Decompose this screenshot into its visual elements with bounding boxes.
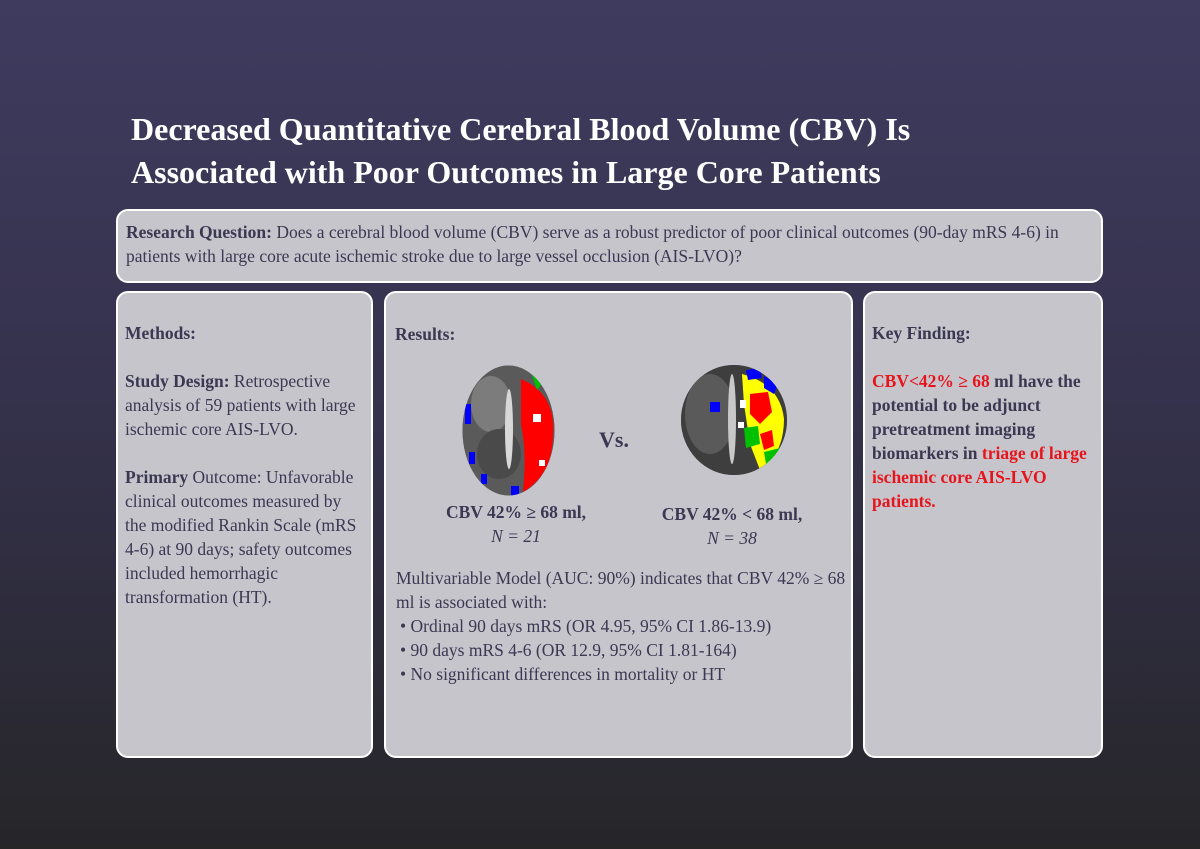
key-finding-red-2: triage of large ischemic core AIS-LVO pa… [872,443,1087,511]
key-finding-red-1: CBV<42% ≥ 68 [872,371,990,391]
poster-title: Decreased Quantitative Cerebral Blood Vo… [131,108,1091,194]
key-finding-box: Key Finding: CBV<42% ≥ 68 ml have the po… [863,291,1103,758]
versus-label: Vs. [599,427,629,452]
study-design-text: Retrospective analysis of 59 patients wi… [125,371,356,439]
research-question-text: Does a cerebral blood volume (CBV) serve… [126,222,1059,266]
study-design: Study Design: Retrospective analysis of … [125,369,364,441]
caption-low-cbv-label: CBV 42% < 68 ml, [661,504,803,524]
study-design-label: Study Design: [125,371,230,391]
key-finding-dark-1: ml have the potential to be adjunct pret… [872,371,1081,463]
key-finding-text: CBV<42% ≥ 68 ml have the potential to be… [872,369,1094,513]
primary-outcome-text: Outcome: Unfavorable clinical outcomes m… [125,467,357,607]
primary-outcome: Primary Outcome: Unfavorable clinical ou… [125,465,364,609]
caption-high-cbv: CBV 42% ≥ 68 ml, N = 21 [426,500,606,548]
bullet-no-differences: • No significant differences in mortalit… [400,664,726,684]
bullet-mrs-4-6: • 90 days mRS 4-6 (OR 12.9, 95% CI 1.81-… [400,640,737,660]
results-box: Results: Vs. [384,291,853,758]
model-bullets: • Ordinal 90 days mRS (OR 4.95, 95% CI 1… [396,614,846,686]
brain-scan-high-cbv [462,365,555,496]
key-finding-heading: Key Finding: [872,323,971,343]
methods-heading: Methods: [125,323,196,343]
research-question-box: Research Question: Does a cerebral blood… [116,209,1103,283]
caption-low-cbv-n: N = 38 [707,528,757,548]
model-summary: Multivariable Model (AUC: 90%) indicates… [396,566,846,686]
bullet-ordinal-mrs: • Ordinal 90 days mRS (OR 4.95, 95% CI 1… [400,616,772,636]
primary-outcome-label: Primary [125,467,189,487]
title-line-2: Associated with Poor Outcomes in Large C… [131,154,881,190]
research-question-label: Research Question: [126,222,272,242]
title-line-1: Decreased Quantitative Cerebral Blood Vo… [131,111,911,147]
caption-high-cbv-n: N = 21 [491,526,541,546]
caption-high-cbv-label: CBV 42% ≥ 68 ml, [445,502,587,522]
methods-box: Methods: Study Design: Retrospective ana… [116,291,373,758]
model-text: Multivariable Model (AUC: 90%) indicates… [396,568,846,612]
caption-low-cbv: CBV 42% < 68 ml, N = 38 [642,502,822,550]
results-heading: Results: [395,324,456,344]
brain-scan-low-cbv [681,365,787,475]
